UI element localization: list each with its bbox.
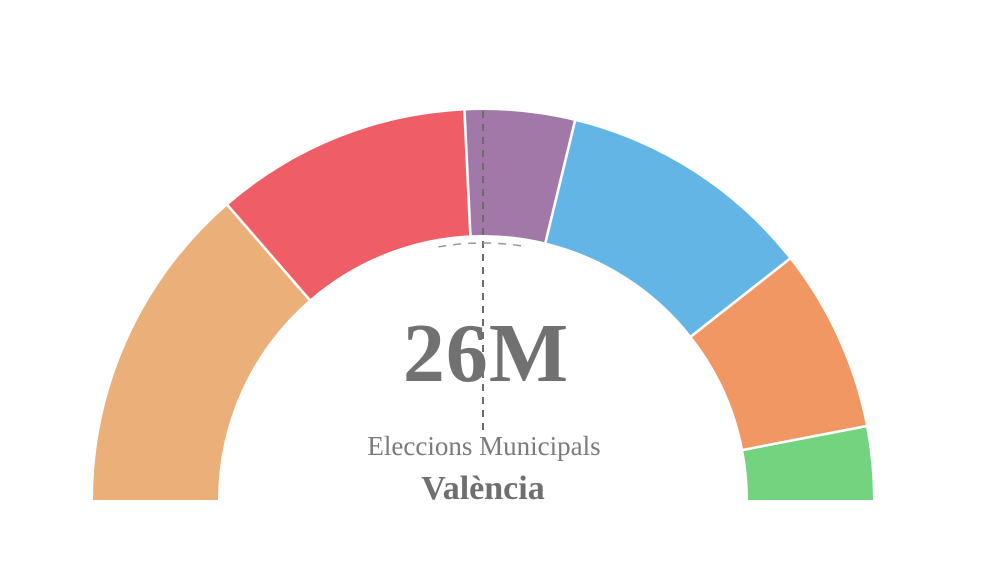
date-headline: 26M <box>402 307 570 400</box>
donut-segment-sand <box>93 205 310 500</box>
election-subtitle: Eleccions Municipals <box>367 431 601 461</box>
segment-gap-line <box>225 202 312 303</box>
city-name: València <box>421 470 545 507</box>
segment-gap-line <box>688 256 792 339</box>
inner-dashed-arc <box>438 242 528 248</box>
donut-segment-purple <box>464 109 575 243</box>
segment-gap-line <box>463 108 472 238</box>
segment-gap-line <box>543 118 577 245</box>
donut-segment-orange <box>691 258 866 450</box>
segment-gap-line <box>741 424 869 452</box>
donut-segment-red <box>227 110 471 300</box>
donut-segment-blue <box>545 120 790 337</box>
